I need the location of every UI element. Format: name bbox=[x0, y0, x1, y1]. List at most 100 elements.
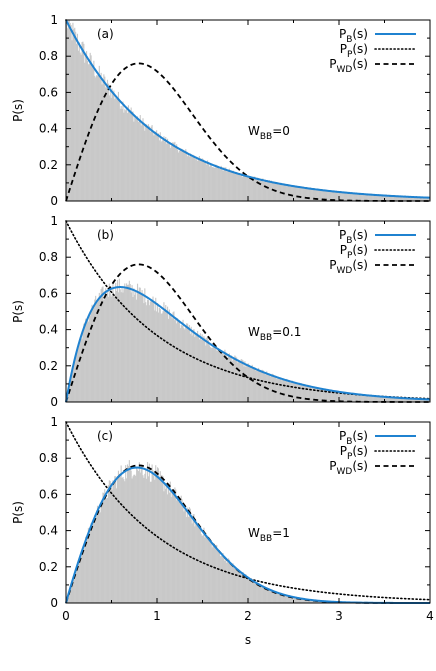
histogram-bar bbox=[296, 383, 298, 402]
histogram-bar bbox=[177, 501, 180, 603]
histogram-bar bbox=[219, 167, 221, 201]
histogram-bar bbox=[76, 33, 79, 201]
histogram-bar bbox=[350, 393, 352, 402]
histogram-bar bbox=[380, 397, 382, 402]
histogram-bar bbox=[191, 335, 193, 402]
histogram-bar bbox=[308, 385, 310, 402]
series-dashed-line bbox=[65, 62, 430, 202]
histogram-bar bbox=[294, 186, 296, 201]
histogram-bar bbox=[369, 395, 371, 402]
histogram-bar bbox=[166, 143, 168, 201]
histogram-bar bbox=[278, 377, 280, 402]
histogram-bar bbox=[234, 172, 236, 201]
histogram-bar bbox=[108, 95, 110, 201]
histogram-bar bbox=[306, 599, 308, 603]
legend: PB(s)PP(s)PWD(s) bbox=[329, 429, 417, 477]
histogram-bar bbox=[414, 196, 416, 201]
histogram-bar bbox=[264, 180, 266, 201]
histogram-bar bbox=[427, 197, 429, 201]
histogram-bar bbox=[73, 29, 75, 202]
histogram-bar bbox=[271, 181, 273, 201]
histogram-bar bbox=[101, 84, 103, 201]
histogram-bar bbox=[263, 181, 265, 201]
histogram-bar bbox=[218, 550, 220, 603]
histogram-bar bbox=[114, 296, 116, 402]
histogram-bar bbox=[378, 396, 380, 402]
histogram-bar bbox=[244, 175, 246, 201]
histogram-bar bbox=[341, 392, 343, 402]
histogram-bar bbox=[361, 193, 363, 201]
histogram-bar bbox=[151, 464, 153, 603]
x-axis-label: s bbox=[245, 633, 251, 647]
histogram-bar bbox=[209, 538, 211, 603]
histogram-bar bbox=[227, 559, 229, 603]
histogram-bar bbox=[255, 370, 257, 402]
histogram-bar bbox=[353, 193, 355, 201]
histogram-bar bbox=[248, 177, 251, 201]
histogram-bar bbox=[130, 470, 132, 603]
histogram-bar bbox=[405, 196, 407, 201]
histogram-bar bbox=[74, 27, 76, 201]
legend-label-base: P bbox=[339, 429, 346, 443]
histogram-bar bbox=[217, 165, 219, 201]
histogram-bar bbox=[325, 191, 327, 201]
histogram-bar bbox=[295, 186, 297, 201]
histogram-bar bbox=[116, 279, 119, 402]
histogram-bar bbox=[163, 302, 165, 402]
histogram-bar bbox=[124, 481, 126, 603]
histogram-bar bbox=[380, 195, 382, 201]
histogram-bar bbox=[301, 186, 303, 201]
histogram-bar bbox=[89, 530, 91, 603]
histogram-bar bbox=[227, 170, 230, 201]
histogram-bar bbox=[288, 380, 290, 402]
histogram-bar bbox=[122, 292, 124, 402]
histogram-bar bbox=[170, 315, 172, 402]
legend-label-rest: (s) bbox=[352, 459, 368, 473]
histogram-bar bbox=[97, 300, 99, 402]
histogram-bar bbox=[89, 52, 91, 202]
histogram-bar bbox=[163, 136, 165, 201]
histogram-bar bbox=[341, 192, 343, 201]
legend-label-rest: (s) bbox=[352, 27, 368, 41]
histogram-bar bbox=[337, 390, 339, 402]
histogram-bar bbox=[293, 185, 295, 201]
histogram-bar bbox=[346, 393, 348, 402]
histogram-bar bbox=[295, 597, 297, 603]
histogram-bar bbox=[148, 305, 150, 402]
histogram-bar bbox=[388, 195, 390, 201]
histogram-bar bbox=[227, 353, 230, 402]
panel-label: (c) bbox=[97, 429, 113, 443]
histogram-bar bbox=[176, 323, 178, 402]
histogram-bar bbox=[123, 112, 125, 201]
histogram-bar bbox=[86, 322, 88, 402]
histogram-bar bbox=[196, 521, 198, 603]
histogram-bar bbox=[289, 186, 291, 201]
histogram-bar bbox=[363, 395, 365, 402]
histogram-bar bbox=[93, 521, 95, 603]
histogram-bar bbox=[152, 131, 154, 201]
histogram-bar bbox=[85, 318, 87, 402]
histogram-bar bbox=[137, 471, 139, 603]
histogram-bar bbox=[110, 483, 112, 603]
histogram-bar bbox=[167, 306, 169, 402]
histogram-bar bbox=[424, 197, 426, 201]
histogram-bar bbox=[419, 399, 421, 402]
histogram-bar bbox=[364, 193, 366, 201]
histogram-bar bbox=[279, 378, 281, 402]
histogram-bar bbox=[425, 197, 427, 201]
histogram-bar bbox=[312, 188, 314, 201]
histogram-bar bbox=[254, 176, 256, 201]
histogram-bar bbox=[346, 193, 348, 201]
histogram-bar bbox=[404, 398, 406, 402]
histogram-bar bbox=[132, 476, 134, 603]
histogram-bar bbox=[422, 197, 424, 201]
histogram-bar bbox=[187, 153, 190, 201]
histogram-bar bbox=[158, 476, 160, 603]
histogram-bar bbox=[298, 598, 301, 603]
histogram-bar bbox=[136, 469, 139, 603]
histogram-bar bbox=[416, 197, 418, 201]
histogram-bar bbox=[76, 348, 79, 402]
histogram-bar bbox=[183, 151, 185, 201]
histogram-bar bbox=[354, 394, 356, 402]
histogram-bar bbox=[245, 366, 247, 402]
